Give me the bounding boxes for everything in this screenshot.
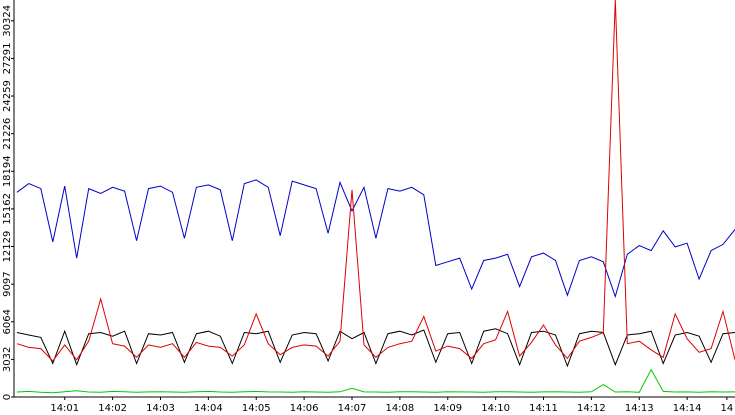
x-tick-label: 14:11: [529, 403, 558, 414]
x-tick-label: 14:01: [50, 403, 79, 414]
y-tick-label: 6064: [2, 309, 13, 334]
y-tick-label: 0: [2, 394, 13, 400]
y-tick-label: 12129: [2, 231, 13, 263]
series-line: [16, 328, 735, 368]
x-tick-label: 14:12: [577, 403, 606, 414]
series-line: [16, 368, 735, 394]
x-tick-label: 14:09: [433, 403, 462, 414]
y-tick-label: 9097: [2, 271, 13, 296]
x-tick-label: 14:10: [481, 403, 510, 414]
y-tick-label: 30324: [2, 5, 13, 37]
series-line: [16, 179, 735, 299]
x-tick-label: 14:08: [385, 403, 414, 414]
y-tick-label: 27291: [2, 43, 13, 75]
x-tick-label: 14:05: [242, 403, 271, 414]
x-tick-label: 14:14: [673, 403, 702, 414]
series-line: [16, 0, 735, 362]
x-tick-label: 14:07: [338, 403, 367, 414]
x-tick-label: 14:06: [290, 403, 319, 414]
x-tick-label: 14:04: [194, 403, 223, 414]
x-tick-label: 14:13: [625, 403, 654, 414]
y-tick-label: 18194: [2, 155, 13, 187]
y-tick-label: 24259: [2, 80, 13, 112]
x-tick-label: 14:03: [146, 403, 175, 414]
x-tick-label: 14:02: [98, 403, 127, 414]
y-tick-label: 15162: [2, 193, 13, 225]
y-tick-label: 21226: [2, 118, 13, 150]
x-tick-label: 14: [720, 403, 733, 414]
y-tick-label: 3032: [2, 347, 13, 372]
